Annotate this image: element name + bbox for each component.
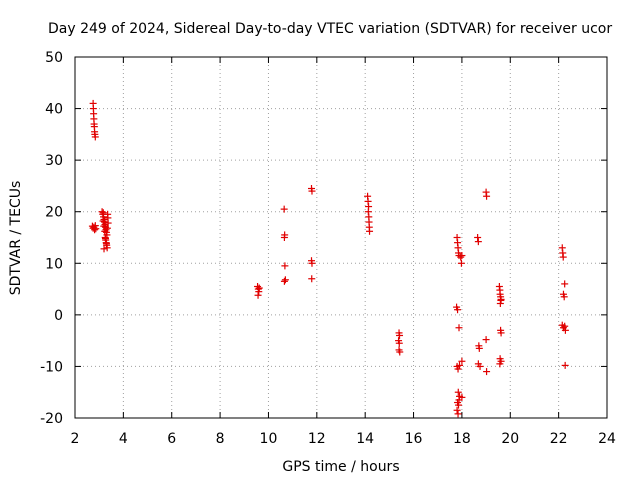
- x-tick-label: 8: [216, 431, 225, 447]
- data-point: [454, 365, 462, 373]
- data-point: [99, 209, 107, 217]
- data-point: [92, 225, 100, 233]
- y-tick-label: 50: [45, 50, 63, 66]
- data-point: [458, 357, 466, 365]
- data-point: [396, 348, 404, 356]
- data-point: [281, 262, 289, 270]
- data-point: [496, 360, 504, 368]
- data-point: [91, 226, 99, 234]
- data-point: [497, 296, 505, 304]
- data-point: [561, 322, 569, 330]
- x-axis-label: GPS time / hours: [282, 459, 399, 475]
- data-point: [366, 227, 374, 235]
- data-point: [104, 219, 112, 227]
- grid-lines: [75, 57, 607, 418]
- data-point: [457, 253, 465, 261]
- plot-frame: [74, 56, 608, 419]
- data-point: [475, 344, 483, 352]
- data-point: [458, 252, 466, 260]
- x-tick-label: 14: [356, 431, 374, 447]
- data-point: [455, 396, 463, 404]
- data-point: [455, 324, 463, 332]
- data-point: [561, 280, 569, 288]
- data-point: [99, 217, 107, 225]
- x-tick-label: 24: [598, 431, 616, 447]
- data-point: [255, 284, 263, 292]
- data-point: [497, 329, 505, 337]
- y-tick-label: 20: [45, 205, 63, 221]
- data-point: [474, 234, 482, 241]
- data-point: [103, 244, 111, 252]
- x-tick-label: 6: [167, 431, 176, 447]
- data-point: [483, 368, 491, 376]
- data-point: [100, 222, 108, 230]
- data-point: [308, 187, 316, 195]
- data-point: [455, 361, 463, 369]
- x-tick-label: 2: [71, 431, 80, 447]
- data-point: [254, 291, 262, 299]
- data-point: [91, 133, 99, 141]
- data-point: [457, 259, 465, 267]
- axis-ticks: [74, 56, 608, 419]
- data-point: [483, 192, 491, 200]
- y-tick-label: 0: [54, 308, 63, 324]
- x-tick-label: 18: [453, 431, 471, 447]
- data-point: [308, 275, 316, 283]
- data-point: [560, 293, 568, 301]
- y-tick-label: -10: [40, 359, 63, 375]
- data-point: [280, 205, 288, 213]
- data-point: [561, 326, 569, 334]
- y-tick-label: -20: [40, 411, 63, 427]
- chart-title: Day 249 of 2024, Sidereal Day-to-day VTE…: [48, 21, 612, 37]
- data-point: [476, 362, 484, 370]
- data-point: [100, 245, 108, 253]
- data-point: [454, 306, 462, 314]
- x-tick-label: 10: [260, 431, 278, 447]
- data-point: [281, 276, 289, 284]
- y-tick-label: 10: [45, 256, 63, 272]
- x-tick-label: 22: [550, 431, 568, 447]
- data-point: [102, 240, 110, 248]
- data-point: [474, 238, 482, 246]
- data-point: [101, 227, 109, 235]
- y-axis-label: SDTVAR / TECUs: [8, 181, 24, 296]
- data-point: [454, 410, 462, 418]
- data-point: [396, 331, 404, 339]
- data-point: [101, 235, 109, 243]
- x-tick-label: 16: [405, 431, 423, 447]
- data-point: [561, 361, 569, 369]
- data-point: [559, 253, 567, 261]
- data-points: [88, 99, 569, 418]
- data-point: [454, 388, 462, 396]
- data-point: [280, 234, 288, 241]
- data-point: [280, 277, 288, 285]
- x-tick-label: 20: [501, 431, 519, 447]
- data-point: [395, 339, 403, 347]
- y-tick-label: 30: [45, 153, 63, 169]
- y-tick-label: 40: [45, 102, 63, 118]
- x-tick-label: 12: [308, 431, 326, 447]
- data-point: [482, 336, 490, 344]
- data-point: [308, 259, 316, 267]
- data-point: [453, 406, 461, 414]
- x-tick-label: 4: [119, 431, 128, 447]
